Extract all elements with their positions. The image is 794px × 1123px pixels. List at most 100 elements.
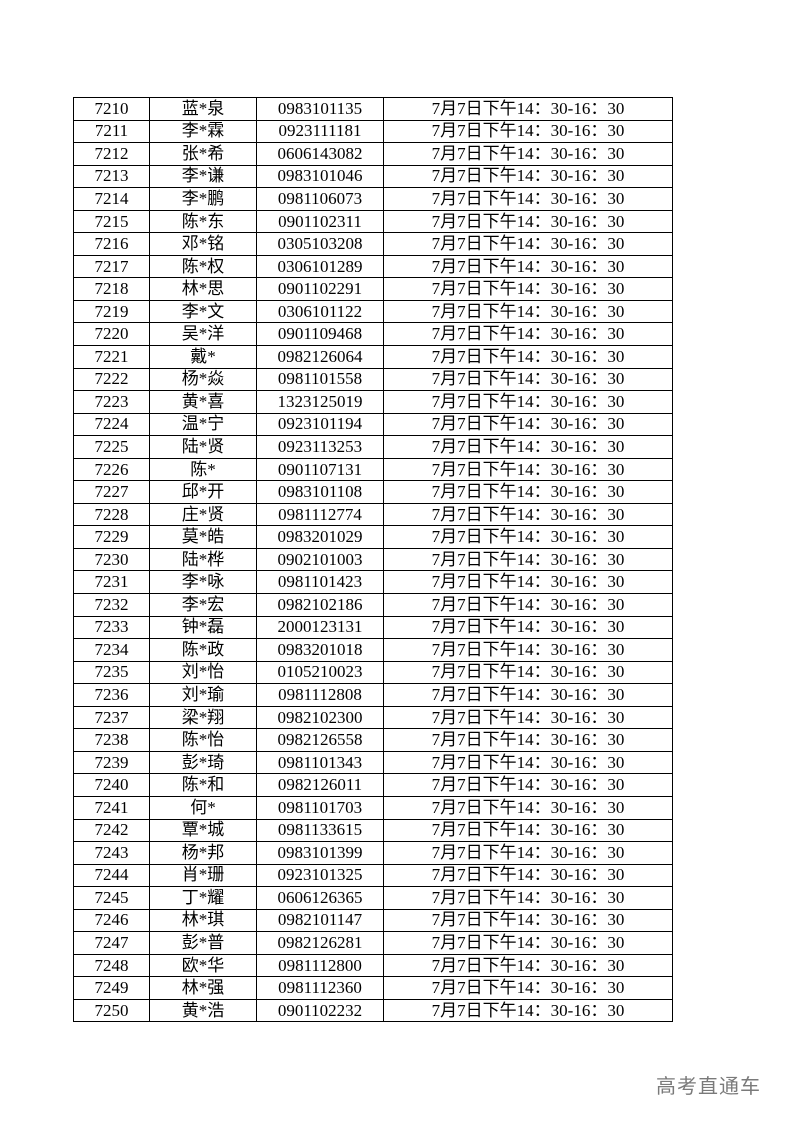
seat-number-cell: 7228: [73, 502, 150, 527]
seat-number-cell: 7242: [73, 818, 150, 843]
time-cell: 7月7日下午14：30-16：30: [383, 299, 673, 324]
name-cell: 杨*邦: [149, 841, 257, 865]
time-cell: 7月7日下午14：30-16：30: [383, 322, 673, 347]
seat-number-cell: 7244: [73, 863, 150, 888]
table-row: 7220 吴*洋 0901109468 7月7日下午14：30-16：30: [73, 322, 673, 347]
exam-id-cell: 0901102311: [256, 209, 384, 234]
name-cell: 温*宁: [149, 412, 257, 437]
seat-number-cell: 7213: [73, 164, 150, 189]
exam-id-cell: 0983101046: [256, 164, 384, 189]
exam-id-cell: 0981112800: [256, 953, 384, 978]
exam-id-cell: 0983201029: [256, 525, 384, 549]
name-cell: 何*: [149, 795, 257, 820]
seat-number-cell: 7247: [73, 931, 150, 955]
exam-id-cell: 0982126011: [256, 773, 384, 797]
time-cell: 7月7日下午14：30-16：30: [383, 277, 673, 301]
seat-number-cell: 7234: [73, 638, 150, 662]
time-cell: 7月7日下午14：30-16：30: [383, 818, 673, 843]
seat-number-cell: 7221: [73, 345, 150, 369]
seat-number-cell: 7210: [73, 97, 150, 121]
exam-id-cell: 0982126064: [256, 345, 384, 369]
time-cell: 7月7日下午14：30-16：30: [383, 525, 673, 549]
name-cell: 陈*: [149, 457, 257, 482]
time-cell: 7月7日下午14：30-16：30: [383, 119, 673, 144]
name-cell: 戴*: [149, 345, 257, 369]
seat-number-cell: 7215: [73, 209, 150, 234]
exam-id-cell: 0606126365: [256, 886, 384, 910]
exam-id-cell: 0901107131: [256, 457, 384, 482]
time-cell: 7月7日下午14：30-16：30: [383, 773, 673, 797]
seat-number-cell: 7245: [73, 886, 150, 910]
name-cell: 丁*耀: [149, 886, 257, 910]
name-cell: 彭*普: [149, 931, 257, 955]
name-cell: 李*霖: [149, 119, 257, 144]
time-cell: 7月7日下午14：30-16：30: [383, 683, 673, 707]
name-cell: 欧*华: [149, 953, 257, 978]
seat-number-cell: 7230: [73, 547, 150, 572]
time-cell: 7月7日下午14：30-16：30: [383, 593, 673, 617]
name-cell: 覃*城: [149, 818, 257, 843]
table-row: 7213 李*谦 0983101046 7月7日下午14：30-16：30: [73, 164, 673, 189]
time-cell: 7月7日下午14：30-16：30: [383, 615, 673, 640]
time-cell: 7月7日下午14：30-16：30: [383, 886, 673, 910]
name-cell: 邱*开: [149, 480, 257, 504]
name-cell: 林*思: [149, 277, 257, 301]
table-row: 7224 温*宁 0923101194 7月7日下午14：30-16：30: [73, 412, 673, 437]
seat-number-cell: 7236: [73, 683, 150, 707]
seat-number-cell: 7235: [73, 660, 150, 685]
time-cell: 7月7日下午14：30-16：30: [383, 728, 673, 752]
time-cell: 7月7日下午14：30-16：30: [383, 953, 673, 978]
exam-id-cell: 0982126281: [256, 931, 384, 955]
schedule-table: 7210 蓝*泉 0983101135 7月7日下午14：30-16：30 7211 李*…: [73, 97, 673, 1023]
seat-number-cell: 7241: [73, 795, 150, 820]
time-cell: 7月7日下午14：30-16：30: [383, 750, 673, 775]
exam-id-cell: 0305103208: [256, 232, 384, 256]
time-cell: 7月7日下午14：30-16：30: [383, 795, 673, 820]
time-cell: 7月7日下午14：30-16：30: [383, 142, 673, 166]
seat-number-cell: 7222: [73, 367, 150, 392]
exam-id-cell: 0923101325: [256, 863, 384, 888]
table-row: 7247 彭*普 0982126281 7月7日下午14：30-16：30: [73, 931, 673, 955]
time-cell: 7月7日下午14：30-16：30: [383, 638, 673, 662]
seat-number-cell: 7225: [73, 435, 150, 459]
time-cell: 7月7日下午14：30-16：30: [383, 931, 673, 955]
time-cell: 7月7日下午14：30-16：30: [383, 705, 673, 730]
table-row: 7241 何* 0981101703 7月7日下午14：30-16：30: [73, 795, 673, 820]
name-cell: 李*宏: [149, 593, 257, 617]
exam-id-cell: 0981112360: [256, 976, 384, 1000]
name-cell: 陆*桦: [149, 547, 257, 572]
name-cell: 陈*东: [149, 209, 257, 234]
seat-number-cell: 7227: [73, 480, 150, 504]
table-row: 7240 陈*和 0982126011 7月7日下午14：30-16：30: [73, 773, 673, 797]
time-cell: 7月7日下午14：30-16：30: [383, 841, 673, 865]
seat-number-cell: 7239: [73, 750, 150, 775]
name-cell: 张*希: [149, 142, 257, 166]
name-cell: 梁*翔: [149, 705, 257, 730]
time-cell: 7月7日下午14：30-16：30: [383, 164, 673, 189]
table-row: 7214 李*鹏 0981106073 7月7日下午14：30-16：30: [73, 187, 673, 211]
table-row: 7210 蓝*泉 0983101135 7月7日下午14：30-16：30: [73, 97, 673, 121]
seat-number-cell: 7233: [73, 615, 150, 640]
exam-id-cell: 0983101108: [256, 480, 384, 504]
time-cell: 7月7日下午14：30-16：30: [383, 232, 673, 256]
exam-id-cell: 0306101122: [256, 299, 384, 324]
table-row: 7229 莫*皓 0983201029 7月7日下午14：30-16：30: [73, 525, 673, 549]
time-cell: 7月7日下午14：30-16：30: [383, 660, 673, 685]
name-cell: 李*鹏: [149, 187, 257, 211]
table-row: 7233 钟*磊 2000123131 7月7日下午14：30-16：30: [73, 615, 673, 640]
table-row: 7215 陈*东 0901102311 7月7日下午14：30-16：30: [73, 209, 673, 234]
table-row: 7221 戴* 0982126064 7月7日下午14：30-16：30: [73, 345, 673, 369]
time-cell: 7月7日下午14：30-16：30: [383, 547, 673, 572]
table-row: 7248 欧*华 0981112800 7月7日下午14：30-16：30: [73, 953, 673, 978]
exam-id-cell: 0981106073: [256, 187, 384, 211]
exam-id-cell: 0901109468: [256, 322, 384, 347]
time-cell: 7月7日下午14：30-16：30: [383, 457, 673, 482]
table-row: 7237 梁*翔 0982102300 7月7日下午14：30-16：30: [73, 705, 673, 730]
seat-number-cell: 7237: [73, 705, 150, 730]
table-row: 7212 张*希 0606143082 7月7日下午14：30-16：30: [73, 142, 673, 166]
name-cell: 李*文: [149, 299, 257, 324]
table-row: 7216 邓*铭 0305103208 7月7日下午14：30-16：30: [73, 232, 673, 256]
table-row: 7211 李*霖 0923111181 7月7日下午14：30-16：30: [73, 119, 673, 144]
name-cell: 李*谦: [149, 164, 257, 189]
time-cell: 7月7日下午14：30-16：30: [383, 908, 673, 933]
